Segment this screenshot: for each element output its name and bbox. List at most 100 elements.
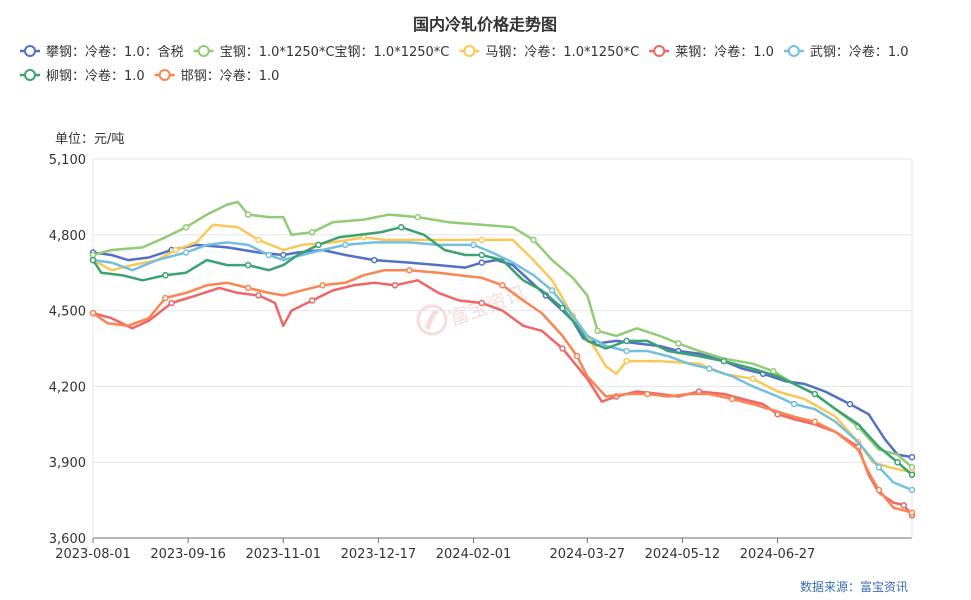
data-point[interactable]: [559, 345, 566, 352]
data-point[interactable]: [414, 213, 421, 221]
data-point[interactable]: [470, 241, 477, 249]
data-point[interactable]: [162, 271, 169, 279]
data-point[interactable]: [811, 390, 819, 398]
legend-item[interactable]: 宝钢：1.0*1250*C宝钢：1.0*1250*C: [193, 45, 450, 60]
data-point[interactable]: [875, 486, 883, 494]
data-point[interactable]: [530, 236, 537, 244]
legend-marker: [24, 69, 36, 81]
legend-label: 柳钢：冷卷：1.0: [46, 68, 145, 84]
data-point[interactable]: [406, 266, 413, 274]
x-tick-label: 2024-02-01: [436, 547, 512, 562]
data-point[interactable]: [308, 229, 316, 236]
series-line[interactable]: [92, 223, 913, 474]
data-point[interactable]: [280, 251, 287, 259]
legend-item[interactable]: 邯钢：冷卷：1.0: [154, 68, 280, 84]
series-line[interactable]: [92, 243, 913, 459]
data-point[interactable]: [308, 297, 316, 304]
series-line[interactable]: [92, 268, 913, 514]
data-point[interactable]: [623, 347, 630, 355]
series-line[interactable]: [92, 241, 913, 492]
series-group: [89, 266, 916, 516]
data-point[interactable]: [244, 211, 252, 218]
series-line[interactable]: [92, 200, 913, 469]
series-line[interactable]: [91, 225, 913, 476]
data-point[interactable]: [811, 418, 819, 426]
x-tick-label: 2024-05-12: [645, 547, 721, 562]
data-point[interactable]: [391, 282, 399, 289]
data-point[interactable]: [255, 236, 262, 244]
data-point[interactable]: [875, 464, 883, 471]
data-point[interactable]: [244, 261, 252, 269]
x-tick-label: 2023-08-01: [55, 547, 131, 562]
data-point[interactable]: [573, 352, 581, 360]
data-point[interactable]: [478, 259, 486, 266]
data-point[interactable]: [182, 223, 190, 231]
data-point[interactable]: [478, 236, 486, 244]
data-point[interactable]: [319, 282, 326, 289]
data-point[interactable]: [623, 357, 630, 365]
legend-item[interactable]: 武钢：冷卷：1.0: [783, 44, 909, 60]
data-point[interactable]: [908, 453, 916, 461]
data-point[interactable]: [790, 400, 798, 408]
data-point[interactable]: [706, 365, 713, 372]
data-point[interactable]: [168, 299, 175, 307]
legend-label: 攀钢：冷卷：1.0：含税: [46, 44, 184, 60]
data-source: 数据来源：富宝资讯: [800, 579, 908, 594]
legend-item[interactable]: 攀钢：冷卷：1.0：含税: [20, 44, 184, 60]
data-point[interactable]: [397, 223, 405, 231]
data-point[interactable]: [894, 458, 901, 466]
series-line[interactable]: [92, 279, 913, 517]
legend-item[interactable]: 马钢：冷卷：1.0*1250*C: [459, 44, 639, 60]
data-point[interactable]: [846, 400, 854, 408]
data-point[interactable]: [478, 251, 486, 259]
data-point[interactable]: [244, 284, 252, 292]
data-point[interactable]: [162, 294, 169, 302]
x-tick-label: 2023-11-01: [245, 547, 321, 562]
data-point[interactable]: [182, 249, 190, 256]
data-point[interactable]: [255, 292, 262, 299]
data-point[interactable]: [749, 375, 757, 383]
legend-item[interactable]: 柳钢：冷卷：1.0: [20, 68, 145, 84]
data-point[interactable]: [342, 241, 349, 249]
legend-label: 宝钢：1.0*1250*C宝钢：1.0*1250*C: [220, 45, 450, 60]
series-group: [89, 223, 916, 479]
y-axis-label: 单位：元/吨: [55, 132, 124, 147]
legend-item[interactable]: 莱钢：冷卷：1.0: [649, 44, 774, 60]
x-tick-label: 2023-09-16: [150, 547, 226, 562]
data-point[interactable]: [89, 256, 97, 264]
data-point[interactable]: [265, 251, 273, 259]
data-point[interactable]: [548, 287, 556, 294]
series-group: [89, 241, 916, 494]
data-point[interactable]: [315, 241, 322, 249]
legend-label: 武钢：冷卷：1.0: [810, 44, 909, 60]
data-point[interactable]: [900, 501, 907, 509]
data-point[interactable]: [371, 256, 378, 264]
y-tick-label: 4,200: [49, 380, 86, 395]
legend-marker: [24, 45, 36, 57]
data-point[interactable]: [908, 471, 916, 479]
series-lines: [89, 200, 916, 519]
data-point[interactable]: [172, 246, 179, 254]
data-point[interactable]: [770, 367, 777, 375]
data-point[interactable]: [728, 395, 736, 403]
legend-label: 马钢：冷卷：1.0*1250*C: [485, 44, 639, 60]
data-point[interactable]: [908, 486, 916, 494]
data-point[interactable]: [559, 304, 566, 312]
data-point[interactable]: [644, 390, 651, 398]
data-point[interactable]: [499, 282, 506, 289]
y-axis: 3,600 3,900 4,200 4,500 4,800 5,100: [49, 153, 86, 547]
series-group: [89, 243, 916, 461]
data-point[interactable]: [908, 509, 916, 516]
data-point[interactable]: [89, 309, 97, 317]
data-point[interactable]: [478, 299, 486, 307]
legend-marker: [197, 45, 210, 57]
y-tick-label: 4,800: [49, 229, 86, 244]
data-point[interactable]: [675, 340, 682, 347]
data-point[interactable]: [720, 357, 728, 365]
legend-label: 莱钢：冷卷：1.0: [675, 44, 774, 60]
legend-marker: [158, 69, 171, 81]
data-point[interactable]: [89, 251, 97, 259]
data-point[interactable]: [594, 327, 601, 335]
data-point[interactable]: [623, 337, 630, 345]
